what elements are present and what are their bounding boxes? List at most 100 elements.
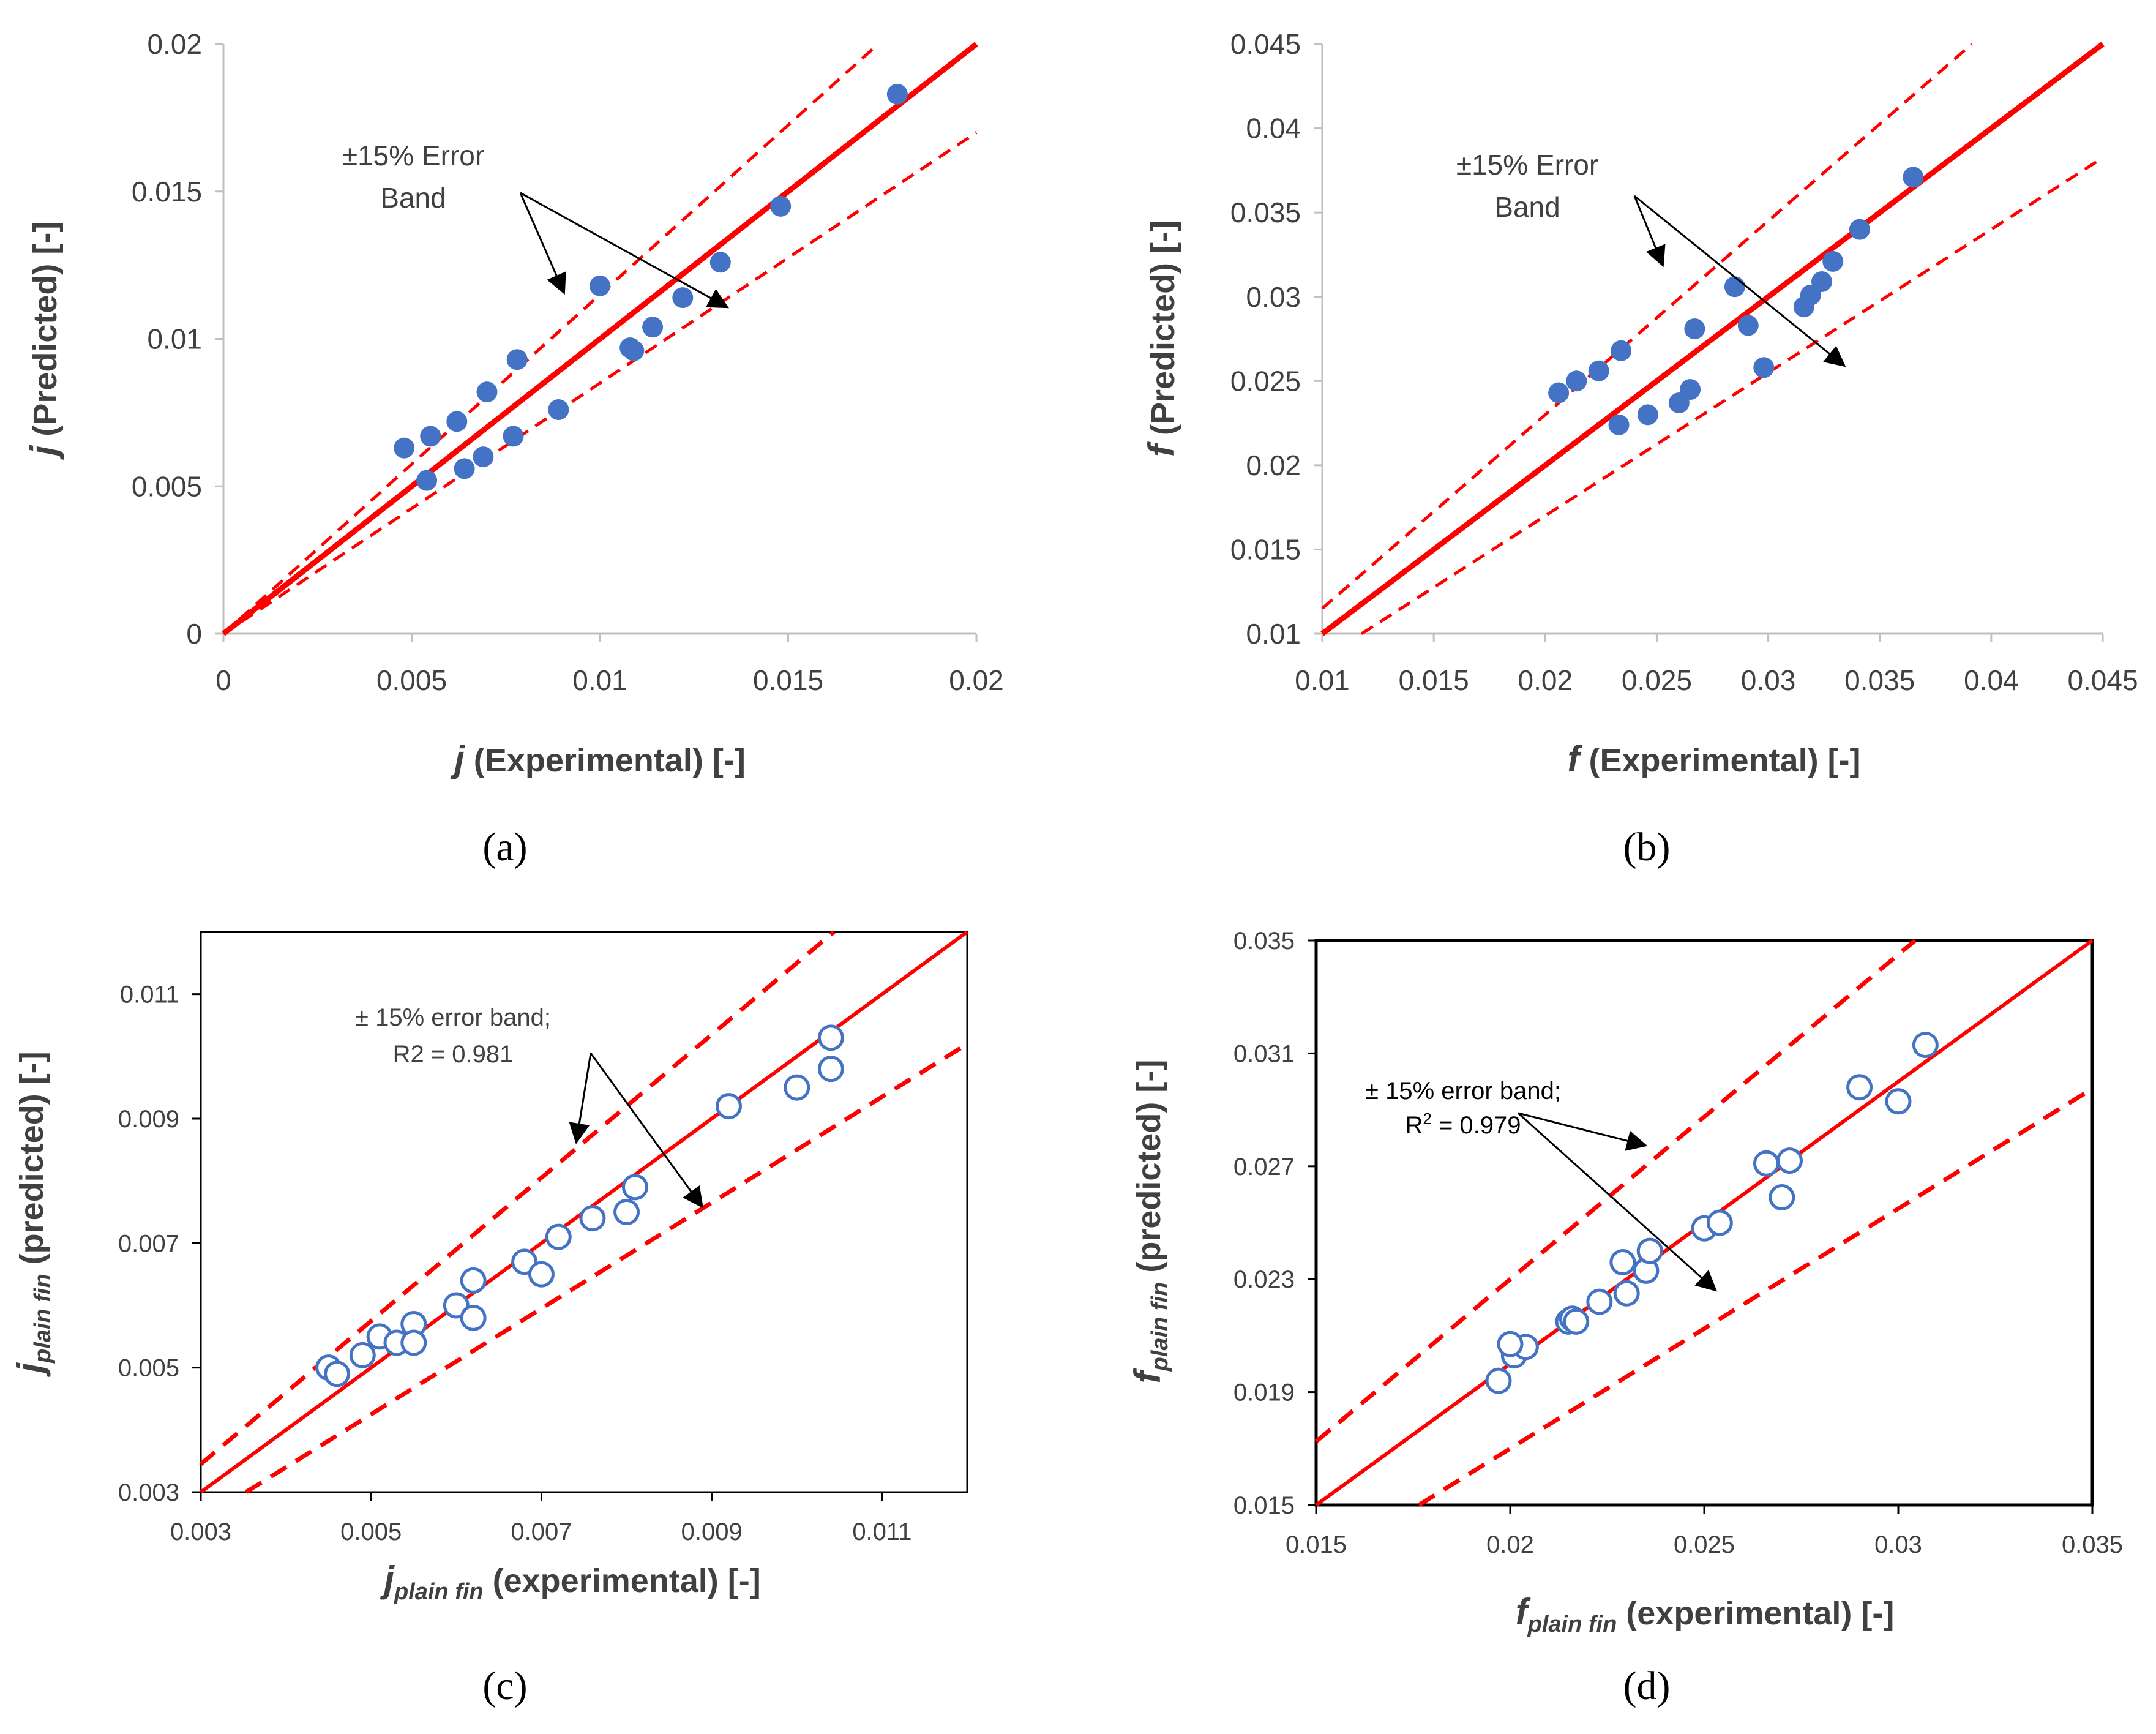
data-point <box>1822 250 1844 272</box>
plot-frame <box>200 931 968 1493</box>
data-point <box>1724 276 1745 298</box>
annotation-line-1: ±15% Error <box>1456 149 1598 181</box>
data-point <box>817 1024 844 1051</box>
chart-panel-2: 0.01 0.015 0.02 0.025 0.03 0.035 0.04 0.045 0.01… <box>1141 28 2138 869</box>
data-point <box>476 381 498 403</box>
x-tick-label: 0.003 <box>170 1518 231 1545</box>
annotation-arrow-lower <box>1517 1112 1718 1292</box>
x-tick-label: 0.03 <box>1741 664 1796 696</box>
y-tick-label: 0.011 <box>120 981 179 1008</box>
x-tick-label: 0.015 <box>753 664 823 696</box>
x-tick-label: 0.005 <box>376 664 447 696</box>
y-tick-label: 0.02 <box>147 28 202 60</box>
data-point <box>1566 370 1587 392</box>
data-point <box>1613 1280 1640 1307</box>
data-point <box>420 426 441 447</box>
data-point <box>1769 1184 1795 1211</box>
y-tick-label: 0.027 <box>1233 1154 1295 1180</box>
parity-line <box>1320 42 2105 636</box>
y-tick-label: 0.005 <box>132 470 202 502</box>
y-tick-label: 0.015 <box>1230 534 1301 566</box>
annotation-line-1: ±15% Error <box>342 140 484 171</box>
data-point <box>784 1074 810 1101</box>
annotation-arrow-lower <box>1634 195 1846 367</box>
y-tick-label: 0.003 <box>118 1479 179 1506</box>
data-point <box>1811 271 1832 292</box>
annotation-arrow-upper <box>1518 1112 1648 1151</box>
data-point <box>1684 318 1705 339</box>
upper-error-band <box>199 930 836 1466</box>
annotation-arrow-upper <box>1633 195 1666 268</box>
lower-error-band <box>222 131 978 636</box>
x-tick-label: 0.045 <box>2067 664 2138 696</box>
data-point <box>473 446 494 468</box>
data-point <box>1563 1308 1590 1335</box>
data-point <box>506 349 528 370</box>
y-tick-label: 0.01 <box>1246 618 1301 650</box>
data-point <box>1609 1249 1636 1276</box>
x-tick-label: 0.011 <box>852 1518 911 1545</box>
data-point <box>1753 357 1775 378</box>
data-point <box>886 83 908 105</box>
x-tick-label: 0.02 <box>1518 664 1573 696</box>
lower-error-band <box>244 1042 968 1494</box>
x-tick-label: 0.03 <box>1874 1531 1922 1558</box>
data-point <box>613 1199 640 1225</box>
annotation-line-1: ± 15% error band; <box>355 1004 551 1031</box>
panel-label: (c) <box>482 1664 527 1708</box>
data-point <box>715 1093 742 1120</box>
annotation-arrow-upper <box>569 1053 592 1144</box>
y-tick-label: 0.019 <box>1233 1379 1295 1406</box>
x-tick-label: 0.025 <box>1622 664 1692 696</box>
y-tick-label: 0.015 <box>132 176 202 208</box>
x-axis-title: fplain fin (experimental) [-] <box>1516 1591 1895 1637</box>
data-point <box>454 458 475 479</box>
data-point <box>1849 219 1870 240</box>
y-tick-label: 0.03 <box>1246 281 1301 313</box>
data-point <box>709 252 731 273</box>
panel-label: (a) <box>482 825 527 869</box>
annotation-arrow-lower <box>590 1053 703 1209</box>
data-point <box>621 1174 648 1201</box>
lower-error-band <box>1417 1087 2094 1507</box>
y-tick-label: 0.025 <box>1230 365 1301 397</box>
data-point <box>1776 1147 1803 1174</box>
data-point <box>394 437 415 459</box>
annotation-line-2: Band <box>380 182 446 214</box>
x-tick-label: 0.005 <box>340 1518 402 1545</box>
annotation-line-2: R2 = 0.979 <box>1405 1109 1521 1139</box>
data-point <box>1608 414 1630 435</box>
x-tick-label: 0.02 <box>1486 1531 1534 1558</box>
data-point <box>590 275 610 296</box>
x-tick-label: 0.01 <box>572 664 627 696</box>
annotation-line-2: Band <box>1494 191 1560 223</box>
data-point <box>400 1329 427 1356</box>
y-tick-label: 0.031 <box>1233 1040 1295 1067</box>
y-axis-title: j (Predicted) [-] <box>23 222 64 460</box>
data-point <box>623 340 645 361</box>
data-point <box>1846 1074 1873 1101</box>
y-tick-label: 0.04 <box>1246 113 1301 144</box>
y-tick-label: 0.045 <box>1230 28 1301 60</box>
y-tick-label: 0.015 <box>1233 1492 1295 1519</box>
y-tick-label: 0.023 <box>1233 1266 1295 1293</box>
x-tick-label: 0.025 <box>1674 1531 1735 1558</box>
data-point <box>324 1361 351 1387</box>
data-point <box>1636 1237 1663 1264</box>
data-point <box>1485 1367 1512 1394</box>
annotation-arrow-upper <box>519 192 566 295</box>
data-point <box>1588 360 1609 381</box>
parity-line <box>222 42 978 636</box>
data-point <box>548 399 569 421</box>
data-point <box>1903 167 1924 188</box>
x-tick-label: 0.01 <box>1295 664 1350 696</box>
x-axis-title: f (Experimental) [-] <box>1567 738 1860 779</box>
data-point <box>460 1267 487 1294</box>
y-tick-label: 0.01 <box>147 323 202 355</box>
chart-panel-1: 0 0.005 0.01 0.015 0.02 0 0.005 0.01 0.015 0.02 ±1… <box>23 28 1004 869</box>
data-point <box>545 1223 572 1250</box>
y-tick-label: 0.005 <box>118 1355 179 1382</box>
x-tick-label: 0.015 <box>1399 664 1469 696</box>
upper-error-band <box>1321 43 1973 610</box>
